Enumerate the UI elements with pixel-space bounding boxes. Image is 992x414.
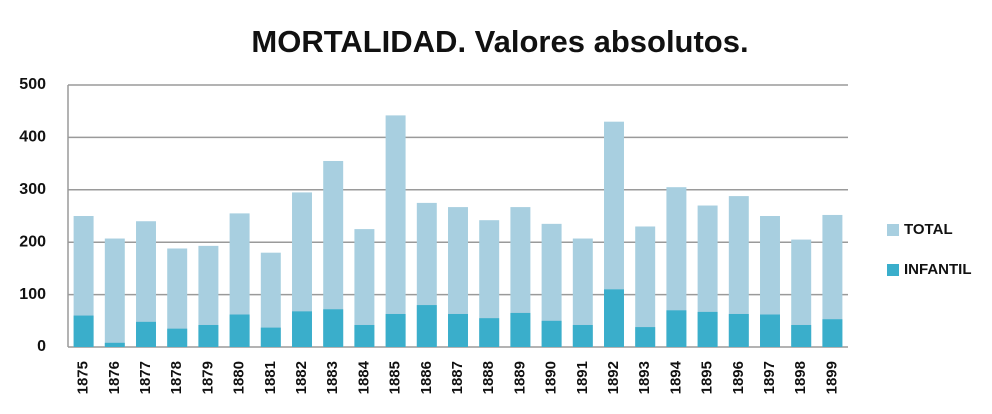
bar [479, 318, 500, 347]
bar [697, 311, 718, 347]
x-tick-label: 1886 [418, 361, 435, 394]
x-tick-label: 1883 [324, 361, 341, 394]
x-tick-label: 1893 [636, 361, 653, 394]
x-tick-label: 1882 [293, 361, 310, 394]
y-tick-label: 400 [19, 129, 46, 146]
x-tick-label: 1891 [574, 361, 591, 394]
x-tick-label: 1878 [168, 361, 185, 394]
bar [354, 229, 375, 347]
bar [541, 320, 562, 347]
legend-swatch [887, 224, 899, 236]
bar [354, 324, 375, 347]
legend-swatch [887, 264, 899, 276]
y-tick-label: 500 [19, 76, 46, 93]
bar [198, 324, 219, 347]
bar [448, 313, 468, 347]
bar [229, 314, 250, 347]
bar [323, 309, 344, 347]
bar [697, 205, 718, 347]
x-tick-label: 1876 [106, 361, 123, 394]
x-tick-label: 1894 [667, 360, 684, 394]
x-tick-label: 1896 [730, 361, 747, 394]
bar [292, 192, 312, 347]
bar [760, 314, 780, 347]
x-tick-label: 1880 [231, 361, 248, 394]
bar [229, 213, 250, 347]
bar [73, 216, 94, 347]
bar [385, 115, 406, 347]
bar [791, 324, 812, 347]
bar [136, 221, 156, 347]
x-tick-label: 1884 [355, 360, 372, 394]
x-tick-label: 1888 [480, 361, 497, 394]
x-tick-label: 1895 [699, 361, 716, 394]
bar [198, 245, 219, 347]
x-tick-label: 1889 [511, 361, 528, 394]
bar [822, 214, 843, 347]
bar [510, 312, 531, 347]
bar [791, 239, 812, 347]
bar [572, 324, 593, 347]
y-tick-label: 100 [19, 286, 46, 303]
x-tick-label: 1877 [137, 361, 154, 394]
x-tick-label: 1892 [605, 361, 622, 394]
bar [448, 207, 468, 347]
x-tick-label: 1881 [262, 361, 279, 394]
x-tick-label: 1890 [543, 361, 560, 394]
y-tick-label: 200 [19, 233, 46, 250]
chart-title: MORTALIDAD. Valores absolutos. [251, 24, 748, 59]
x-tick-label: 1885 [387, 361, 404, 394]
bar [822, 319, 843, 347]
bar [635, 327, 656, 347]
bar [510, 207, 531, 347]
bar [635, 226, 656, 347]
y-tick-label: 0 [37, 338, 46, 355]
bar [666, 310, 687, 347]
legend-label: INFANTIL [904, 261, 972, 278]
bar [167, 328, 188, 347]
legend-label: TOTAL [904, 221, 953, 238]
bar [479, 220, 500, 347]
bar [416, 305, 437, 347]
bar [73, 315, 94, 347]
bar [260, 327, 281, 347]
bar [760, 216, 780, 347]
bar [385, 313, 406, 347]
x-tick-label: 1898 [792, 361, 809, 394]
bar [572, 238, 593, 347]
bar [104, 238, 125, 347]
bar [136, 321, 156, 347]
bar [167, 248, 188, 347]
bar [292, 311, 312, 347]
bar [260, 252, 281, 347]
x-tick-label: 1875 [75, 361, 92, 394]
bar [323, 160, 344, 347]
x-tick-label: 1897 [761, 361, 778, 394]
x-tick-label: 1887 [449, 361, 466, 394]
bar [728, 196, 749, 347]
bar [541, 223, 562, 347]
bar [104, 342, 125, 347]
bar [604, 289, 624, 347]
bar [728, 313, 749, 347]
x-tick-label: 1879 [199, 361, 216, 394]
y-tick-label: 300 [19, 181, 46, 198]
bar [666, 187, 687, 347]
x-tick-label: 1899 [823, 361, 840, 394]
